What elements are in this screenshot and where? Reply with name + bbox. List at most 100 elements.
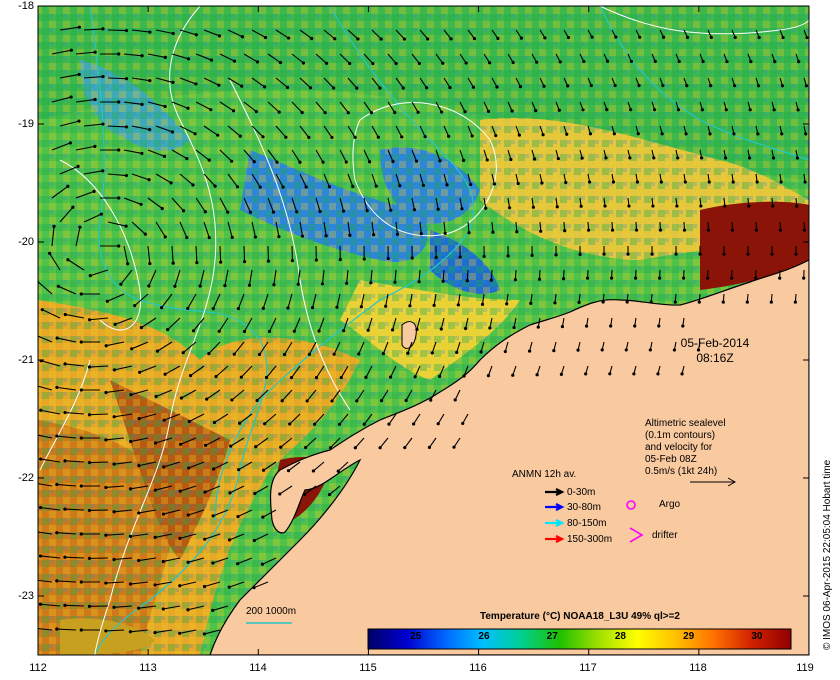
velocity-arrow-head <box>79 484 83 488</box>
argo-marker <box>626 500 636 510</box>
velocity-arrow <box>187 557 205 563</box>
velocity-arrow <box>419 77 428 89</box>
velocity-arrow-head <box>124 77 129 81</box>
velocity-arrow-head <box>104 629 108 633</box>
velocity-arrow-head <box>228 491 232 495</box>
velocity-arrow-head <box>388 375 393 379</box>
velocity-arrow-head <box>169 181 173 185</box>
velocity-arrow-head <box>351 184 355 189</box>
velocity-arrow-head <box>577 300 581 304</box>
velocity-arrow <box>155 77 174 83</box>
velocity-arrow-head <box>515 230 519 234</box>
scale-arrow <box>690 477 737 487</box>
date-label: 05-Feb-2014 08:16Z <box>665 336 765 366</box>
velocity-arrow-head <box>660 132 664 136</box>
velocity-arrow <box>130 533 149 537</box>
velocity-arrow-head <box>300 110 304 115</box>
velocity-arrow-head <box>553 301 557 305</box>
velocity-arrow-head <box>589 83 593 88</box>
velocity-arrow-head <box>101 169 105 173</box>
velocity-arrow-head <box>770 252 774 256</box>
velocity-arrow-head <box>610 276 614 280</box>
velocity-arrows <box>38 25 809 636</box>
sealevel-contour <box>599 6 809 35</box>
velocity-arrow-head <box>104 390 108 395</box>
velocity-arrow <box>123 245 129 264</box>
velocity-arrow <box>263 461 277 471</box>
velocity-arrow-head <box>529 301 533 305</box>
sealevel-contour <box>352 102 497 237</box>
colorbar-tick-label: 28 <box>614 631 626 642</box>
velocity-arrow <box>155 485 173 491</box>
velocity-arrow <box>75 51 96 55</box>
velocity-arrow-head <box>564 180 568 185</box>
velocity-arrow-head <box>119 282 123 286</box>
velocity-arrow-head <box>625 300 629 304</box>
velocity-arrow <box>134 293 149 307</box>
velocity-arrow <box>171 197 184 212</box>
velocity-arrow-head <box>185 235 189 240</box>
velocity-arrow <box>179 533 197 539</box>
velocity-arrow <box>89 317 109 321</box>
velocity-arrow-head <box>211 608 215 613</box>
velocity-arrow-head <box>489 278 493 282</box>
velocity-arrow-head <box>129 393 133 397</box>
velocity-arrow-head <box>236 514 240 519</box>
velocity-arrow-head <box>348 233 352 237</box>
velocity-arrow <box>267 53 281 63</box>
velocity-arrow <box>248 269 253 286</box>
velocity-arrow-head <box>657 324 661 328</box>
velocity-arrow-head <box>584 372 588 376</box>
velocity-arrow <box>75 98 96 103</box>
velocity-arrow-head <box>153 583 157 587</box>
velocity-arrow <box>262 509 277 518</box>
velocity-arrow <box>229 581 245 588</box>
velocity-arrow-head <box>756 84 761 88</box>
velocity-arrow <box>440 317 445 330</box>
velocity-arrow <box>419 125 426 137</box>
velocity-arrow <box>371 173 377 187</box>
velocity-arrow-head <box>590 35 594 39</box>
velocity-arrow <box>363 149 371 163</box>
velocity-arrow-head <box>557 108 561 112</box>
velocity-arrow-head <box>104 344 108 348</box>
velocity-arrow-head <box>77 72 81 77</box>
velocity-arrow-head <box>780 84 785 88</box>
velocity-arrow-head <box>39 457 43 461</box>
velocity-arrow <box>256 389 269 401</box>
velocity-arrow-head <box>673 300 677 304</box>
velocity-arrow-head <box>321 160 325 164</box>
velocity-arrow-head <box>87 413 92 417</box>
velocity-arrow-head <box>652 108 657 112</box>
velocity-arrow <box>157 341 173 352</box>
velocity-arrow-head <box>330 399 334 403</box>
bathy-contour <box>89 6 268 655</box>
velocity-arrow <box>251 125 264 138</box>
velocity-arrow-head <box>707 180 711 184</box>
velocity-arrow-head <box>79 340 83 344</box>
velocity-arrow-head <box>203 537 207 541</box>
velocity-arrow <box>130 485 149 490</box>
velocity-arrow-head <box>534 109 538 113</box>
velocity-arrow-head <box>605 59 610 63</box>
legend-arrow <box>545 503 565 511</box>
velocity-arrow <box>418 269 421 282</box>
velocity-arrow <box>253 581 269 589</box>
velocity-arrow-head <box>391 159 395 164</box>
velocity-arrow <box>243 101 257 113</box>
velocity-arrow <box>297 269 301 285</box>
velocity-arrow <box>371 125 379 138</box>
velocity-arrow-head <box>560 324 565 329</box>
velocity-arrow <box>131 77 150 82</box>
velocity-arrow-head <box>406 351 410 355</box>
velocity-arrow-head <box>38 554 43 558</box>
velocity-arrow <box>243 317 253 332</box>
velocity-arrow-head <box>93 50 97 54</box>
velocity-arrow <box>56 628 77 631</box>
velocity-arrow-head <box>105 299 109 303</box>
velocity-arrow <box>291 53 304 64</box>
velocity-arrow <box>147 245 151 264</box>
velocity-arrow-head <box>682 228 687 232</box>
velocity-arrow <box>347 125 356 138</box>
velocity-arrow <box>64 556 85 559</box>
